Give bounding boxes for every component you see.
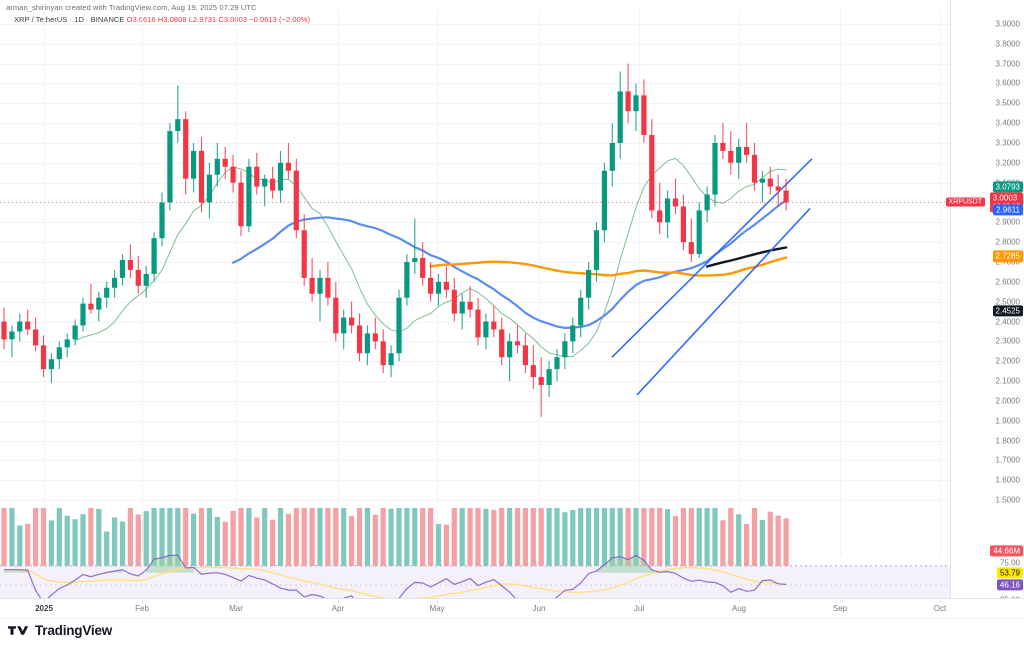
price-tick: 2.6000	[995, 277, 1020, 287]
legend-low-label: L	[188, 15, 193, 24]
price-tick: 3.5000	[995, 98, 1020, 108]
price-tick: 1.5000	[995, 495, 1020, 505]
price-tick: 2.1000	[995, 376, 1020, 386]
time-tick: Sep	[832, 604, 848, 613]
tradingview-wordmark: TradingView	[35, 623, 113, 638]
candlestick-series[interactable]	[0, 10, 950, 556]
time-tick-mark	[840, 599, 841, 603]
price-tick: 3.7000	[995, 59, 1020, 69]
badge-ma-blue: 2.9611	[993, 204, 1023, 216]
chart-legend[interactable]: XRP / TetherUS · 1D · BINANCE O3.0616 H3…	[14, 15, 310, 24]
price-tick: 1.8000	[995, 436, 1020, 446]
tradingview-mark-icon	[8, 626, 29, 635]
time-tick-mark	[338, 599, 339, 603]
time-tick: Feb	[135, 604, 149, 613]
legend-close-value: 3.0003	[223, 15, 248, 24]
time-tick-mark	[739, 599, 740, 603]
tradingview-logo[interactable]: TradingView	[8, 623, 112, 638]
price-tick: 3.3000	[995, 138, 1020, 148]
legend-change: −0.0613	[249, 15, 277, 24]
price-tick: 2.7000	[995, 257, 1020, 267]
time-tick: Jun	[532, 604, 546, 613]
price-tick: 3.9000	[995, 19, 1020, 29]
time-tick: Mar	[229, 604, 243, 613]
legend-change-pct: (−2.00%)	[279, 15, 311, 24]
price-tick: 1.7000	[995, 455, 1020, 465]
badge-ma-green: 3.0793	[992, 181, 1023, 193]
legend-open-value: 3.0616	[132, 15, 156, 24]
last-price-value: 3.0003	[992, 193, 1018, 203]
badge-ma-orange: 2.7285	[992, 250, 1023, 262]
price-tick: 2.8000	[995, 237, 1020, 247]
badge-rsi-ma: 53.79	[996, 567, 1023, 579]
horizontal-gridlines	[0, 24, 950, 501]
price-tick: 2.3000	[995, 336, 1020, 346]
badge-ma-black: 2.4525	[992, 305, 1023, 317]
legend-open-label: O	[126, 15, 133, 24]
price-tick: 2.5000	[995, 297, 1020, 307]
legend-sep-1: ·	[69, 15, 73, 24]
volume-series	[1, 508, 789, 566]
price-pane[interactable]	[0, 10, 950, 566]
current-price-line	[0, 201, 950, 203]
time-tick: Jul	[633, 604, 645, 613]
badge-rsi: 46.16	[996, 579, 1023, 591]
time-tick-mark	[437, 599, 438, 603]
legend-high-value: 3.0808	[163, 15, 187, 24]
time-tick: 2025	[35, 604, 53, 613]
legend-symbol[interactable]: XRP / TetherUS	[14, 15, 68, 24]
time-tick: Apr	[331, 604, 345, 613]
time-tick-mark	[236, 599, 237, 603]
price-tick: 3.4000	[995, 118, 1020, 128]
time-tick: May	[429, 604, 445, 613]
price-axis[interactable]: 3.9000 3.8000 3.7000 3.6000 3.5000 3.4000 3.30…	[945, 0, 1024, 608]
price-tick: 3.8000	[995, 39, 1020, 49]
badge-volume: 44.66M	[990, 545, 1023, 557]
price-tick: 2.0000	[995, 396, 1020, 406]
time-axis[interactable]: 2025 Feb Mar Apr May Jun Jul Aug Sep Oct	[0, 598, 1024, 619]
price-tick: 1.6000	[995, 475, 1020, 485]
time-tick-mark	[142, 599, 143, 603]
plot-area[interactable]	[0, 10, 950, 609]
price-tick: 1.9000	[995, 416, 1020, 426]
legend-low-value: 2.9731	[192, 15, 217, 24]
rsi-tick-upper: 75.00	[999, 558, 1020, 568]
price-tick: 2.9000	[995, 217, 1020, 227]
price-tick: 3.2000	[995, 158, 1020, 168]
price-tick: 2.2000	[995, 356, 1020, 366]
time-tick-mark	[940, 599, 941, 603]
legend-sep-2: ·	[86, 15, 89, 24]
footer-bar: TradingView	[0, 618, 1024, 646]
attribution-text: arman_shirinyan created with TradingView…	[6, 3, 257, 12]
legend-close-label: C	[218, 15, 224, 24]
price-tick: 2.4000	[995, 317, 1020, 326]
time-tick-mark	[44, 599, 45, 603]
price-tick: 3.6000	[995, 78, 1020, 88]
legend-interval[interactable]: 1D	[74, 15, 84, 24]
legend-exchange: BINANCE	[90, 15, 125, 24]
legend-high-label: H	[157, 15, 164, 24]
time-tick-mark	[539, 599, 540, 603]
time-tick: Aug	[731, 604, 747, 613]
time-tick-mark	[639, 599, 640, 603]
time-tick: Oct	[933, 604, 947, 613]
badge-symbol-tag: XRPUSDT	[945, 197, 985, 207]
